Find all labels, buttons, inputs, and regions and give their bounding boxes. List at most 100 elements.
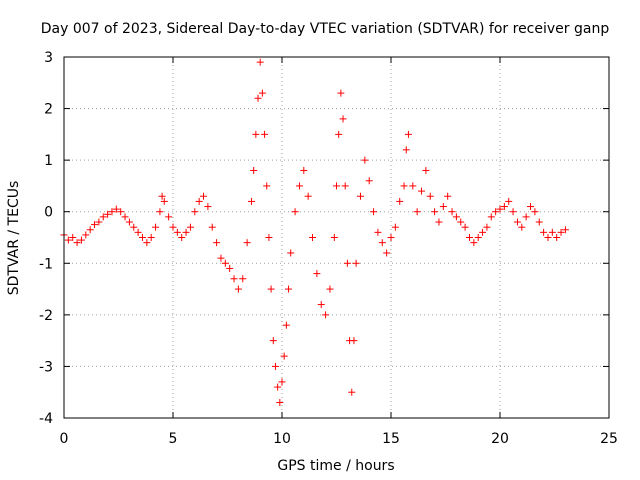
data-point <box>548 228 556 236</box>
data-point <box>86 226 94 234</box>
data-point <box>263 182 271 190</box>
data-point <box>335 130 343 138</box>
data-point <box>348 388 356 396</box>
data-point <box>492 208 500 216</box>
axis-ticks: 0 5 10 15 20 25 -4 -3 -2 -1 0 1 2 3 <box>39 50 618 447</box>
x-tick-label: 20 <box>491 431 509 447</box>
data-point <box>513 218 521 226</box>
data-point <box>333 182 340 190</box>
data-point <box>250 166 258 174</box>
data-point <box>160 197 168 205</box>
data-point <box>173 228 181 236</box>
data-point <box>337 89 345 97</box>
data-point <box>409 182 417 190</box>
data-point <box>544 234 552 241</box>
data-points <box>60 58 569 407</box>
data-point <box>479 228 487 236</box>
data-point <box>435 218 443 226</box>
data-point <box>280 352 288 360</box>
data-point <box>370 208 378 216</box>
y-tick-label: 2 <box>44 102 53 118</box>
grid-layer <box>64 57 609 418</box>
data-point <box>439 203 447 211</box>
data-point <box>444 192 452 200</box>
data-point <box>108 208 116 216</box>
data-point <box>341 182 349 190</box>
data-point <box>509 208 517 216</box>
data-point <box>112 205 120 213</box>
data-point <box>465 234 473 241</box>
data-point <box>402 146 410 154</box>
data-point <box>147 234 155 241</box>
data-point <box>117 208 125 216</box>
data-point <box>254 94 262 102</box>
data-point <box>500 203 508 211</box>
data-point <box>267 285 275 293</box>
data-point <box>134 228 142 236</box>
data-point <box>387 234 395 241</box>
y-tick-label: -4 <box>39 411 53 427</box>
data-point <box>258 89 266 97</box>
data-point <box>487 213 495 221</box>
data-point <box>431 208 439 216</box>
data-point <box>247 197 255 205</box>
y-tick-label: 0 <box>44 205 53 221</box>
data-point <box>182 228 190 236</box>
x-tick-label: 15 <box>382 431 400 447</box>
data-point <box>330 234 338 241</box>
data-point <box>352 259 360 267</box>
y-tick-label: 3 <box>44 50 53 66</box>
data-point <box>208 223 216 231</box>
data-point <box>165 213 173 221</box>
plot-frame <box>63 56 610 419</box>
data-point <box>91 221 99 229</box>
data-point <box>158 192 166 200</box>
data-point <box>413 208 421 216</box>
data-point <box>518 223 526 231</box>
data-point <box>282 321 290 329</box>
data-point <box>400 182 408 190</box>
data-point <box>452 213 460 221</box>
y-tick-label: -3 <box>39 359 53 375</box>
data-point <box>226 264 234 272</box>
data-point <box>304 192 312 200</box>
data-point <box>313 270 321 278</box>
data-point <box>73 239 81 247</box>
data-point <box>391 223 399 231</box>
data-point <box>361 156 369 164</box>
data-point <box>278 378 286 386</box>
data-point <box>457 218 465 226</box>
data-point <box>378 239 386 247</box>
data-point <box>271 362 279 370</box>
x-tick-label: 10 <box>273 431 291 447</box>
data-point <box>474 234 482 241</box>
data-point <box>553 234 561 241</box>
data-point <box>156 208 164 216</box>
data-point <box>365 177 373 185</box>
y-axis-label: SDTVAR / TECUs <box>6 181 22 296</box>
data-point <box>276 399 284 407</box>
data-point <box>77 236 85 244</box>
chart-title: Day 007 of 2023, Sidereal Day-to-day VTE… <box>41 21 610 37</box>
data-point <box>448 208 456 216</box>
data-point <box>350 337 358 345</box>
data-point <box>356 192 364 200</box>
data-point <box>256 58 264 66</box>
data-point <box>195 197 203 205</box>
data-point <box>95 218 103 226</box>
x-axis-label: GPS time / hours <box>277 458 394 474</box>
data-point <box>234 285 242 293</box>
y-tick-label: -2 <box>39 308 53 324</box>
data-point <box>300 166 308 174</box>
data-point <box>339 115 347 123</box>
data-point <box>470 239 478 247</box>
data-point <box>138 234 146 241</box>
data-point <box>152 223 160 231</box>
data-point <box>243 239 251 247</box>
data-point <box>130 223 138 231</box>
data-point <box>287 249 295 257</box>
data-point <box>374 228 382 236</box>
data-point <box>121 213 129 221</box>
data-point <box>322 311 330 319</box>
